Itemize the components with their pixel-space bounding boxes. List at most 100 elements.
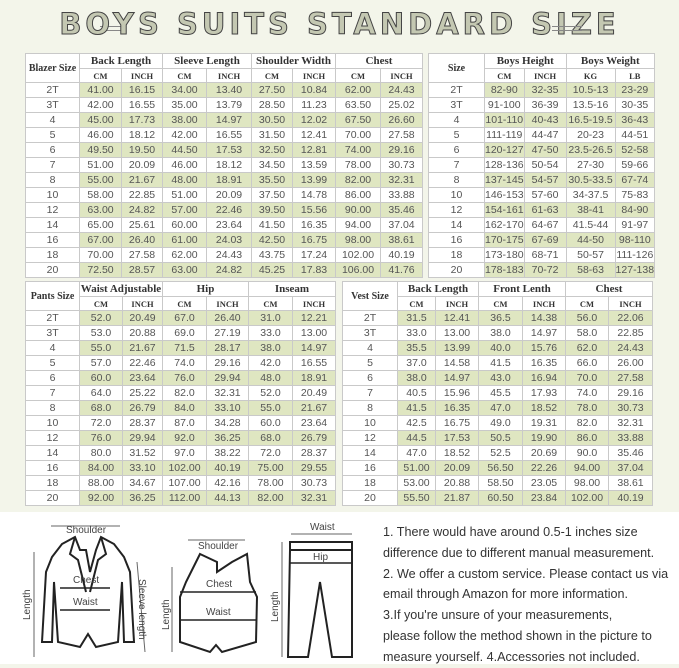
value-cell: 18.52: [435, 445, 479, 461]
value-cell: 34.00: [162, 82, 207, 98]
value-cell: 12.81: [292, 142, 336, 158]
value-cell: 30.73: [608, 400, 653, 416]
blazer-size-table: Blazer Size Back Length Sleeve Length Shoul…: [25, 53, 423, 278]
unit-header: CM: [484, 68, 525, 83]
value-cell: 38.61: [380, 232, 423, 248]
value-cell: 32.31: [380, 172, 423, 188]
title-rule-right: [552, 26, 582, 31]
value-cell: 17.24: [292, 247, 336, 263]
size-cell: 12: [25, 202, 80, 218]
value-cell: 14.97: [435, 370, 479, 386]
note-line: difference due to different manual measu…: [383, 545, 655, 560]
value-cell: 37.50: [251, 187, 293, 203]
value-cell: 38.0: [248, 340, 293, 356]
value-cell: 25.02: [380, 97, 423, 113]
value-cell: 37.04: [380, 217, 423, 233]
value-cell: 34-37.5: [565, 187, 616, 203]
value-cell: 21.67: [121, 172, 163, 188]
value-cell: 72.0: [248, 445, 293, 461]
value-cell: 74.00: [335, 142, 381, 158]
value-cell: 23.64: [292, 415, 336, 431]
value-cell: 170-175: [484, 232, 525, 248]
blazer-waist-label: Waist: [73, 597, 98, 608]
value-cell: 42.00: [79, 97, 122, 113]
value-cell: 63.00: [79, 202, 122, 218]
value-cell: 71.5: [162, 340, 207, 356]
value-cell: 18.12: [206, 157, 252, 173]
table-row: 12 63.00 24.82 57.00 22.46 39.50 15.56 90.00 35.…: [25, 202, 423, 218]
unit-header: LB: [614, 68, 656, 83]
unit-header: CM: [335, 68, 381, 83]
size-cell: 4: [25, 340, 80, 356]
value-cell: 33.0: [248, 325, 293, 341]
value-cell: 62.00: [335, 82, 381, 98]
value-cell: 173-180: [484, 247, 525, 263]
value-cell: 41.76: [380, 262, 423, 278]
value-cell: 22.85: [121, 187, 163, 203]
value-cell: 39.50: [251, 202, 293, 218]
table-row: 10 72.0 28.37 87.0 34.28 60.0 23.64: [25, 415, 336, 431]
value-cell: 90.0: [565, 445, 609, 461]
blazer-diagram: [33, 525, 146, 657]
size-column-header: Size: [428, 53, 485, 83]
unit-header: INCH: [292, 68, 336, 83]
value-cell: 16.35: [522, 355, 566, 371]
value-cell: 84-90: [614, 202, 656, 218]
unit-header: CM: [478, 296, 523, 311]
value-cell: 74.0: [565, 385, 609, 401]
table-row: 3T 33.0 13.00 38.0 14.97 58.0 22.85: [342, 325, 653, 341]
value-cell: 57-60: [523, 187, 567, 203]
table-row: 5 37.0 14.58 41.5 16.35 66.0 26.00: [342, 355, 653, 371]
value-cell: 67-69: [523, 232, 567, 248]
value-cell: 74.0: [162, 355, 207, 371]
value-cell: 15.96: [435, 385, 479, 401]
value-cell: 42.16: [206, 475, 249, 491]
value-cell: 28.37: [292, 445, 336, 461]
value-cell: 17.53: [206, 142, 252, 158]
value-cell: 70.00: [79, 247, 122, 263]
value-cell: 32.31: [608, 415, 653, 431]
value-cell: 24.43: [380, 82, 423, 98]
value-cell: 37.04: [608, 460, 653, 476]
size-cell: 10: [25, 187, 80, 203]
value-cell: 146-153: [484, 187, 525, 203]
table-row: 12 44.5 17.53 50.5 19.90 86.0 33.88: [342, 430, 653, 446]
value-cell: 18.52: [522, 400, 566, 416]
value-cell: 28.50: [251, 97, 293, 113]
value-cell: 52.0: [248, 385, 293, 401]
table-row: 20 178-183 70-72 58-63 127-138: [428, 262, 656, 278]
value-cell: 52.0: [79, 310, 123, 326]
table-row: 8 55.00 21.67 48.00 18.91 35.50 13.99 82.00 32.3…: [25, 172, 423, 188]
size-cell: 5: [342, 355, 398, 371]
title-rule-left: [100, 26, 126, 31]
size-cell: 2T: [342, 310, 398, 326]
value-cell: 76.0: [162, 370, 207, 386]
value-cell: 43.0: [478, 370, 523, 386]
value-cell: 72.50: [79, 262, 122, 278]
table-row: 14 162-170 64-67 41.5-44 91-97: [428, 217, 656, 233]
value-cell: 80.0: [79, 445, 123, 461]
table-row: 2T 31.5 12.41 36.5 14.38 56.0 22.06: [342, 310, 653, 326]
value-cell: 19.31: [522, 415, 566, 431]
value-cell: 26.40: [121, 232, 163, 248]
size-cell: 7: [25, 385, 80, 401]
value-cell: 17.73: [121, 112, 163, 128]
value-cell: 23.05: [522, 475, 566, 491]
value-cell: 16.75: [292, 232, 336, 248]
table-row: 16 51.00 20.09 56.50 22.26 94.00 37.04: [342, 460, 653, 476]
table-row: 8 41.5 16.35 47.0 18.52 78.0 30.73: [342, 400, 653, 416]
value-cell: 17.83: [292, 262, 336, 278]
table-row: 12 154-161 61-63 38-41 84-90: [428, 202, 656, 218]
note-line: 1. There would have around 0.5-1 inches …: [383, 525, 638, 539]
value-cell: 52-58: [614, 142, 656, 158]
value-cell: 65.00: [79, 217, 122, 233]
size-cell: 6: [428, 142, 485, 158]
size-cell: 14: [342, 445, 398, 461]
value-cell: 47.0: [397, 445, 436, 461]
table-row: 2T 41.00 16.15 34.00 13.40 27.50 10.84 62.00 24.…: [25, 82, 423, 98]
size-cell: 12: [428, 202, 485, 218]
table-row: 16 170-175 67-69 44-50 98-110: [428, 232, 656, 248]
table-row: 7 51.00 20.09 46.00 18.12 34.50 13.59 78.00 30.7…: [25, 157, 423, 173]
value-cell: 18.91: [206, 172, 252, 188]
value-cell: 90.00: [335, 202, 381, 218]
